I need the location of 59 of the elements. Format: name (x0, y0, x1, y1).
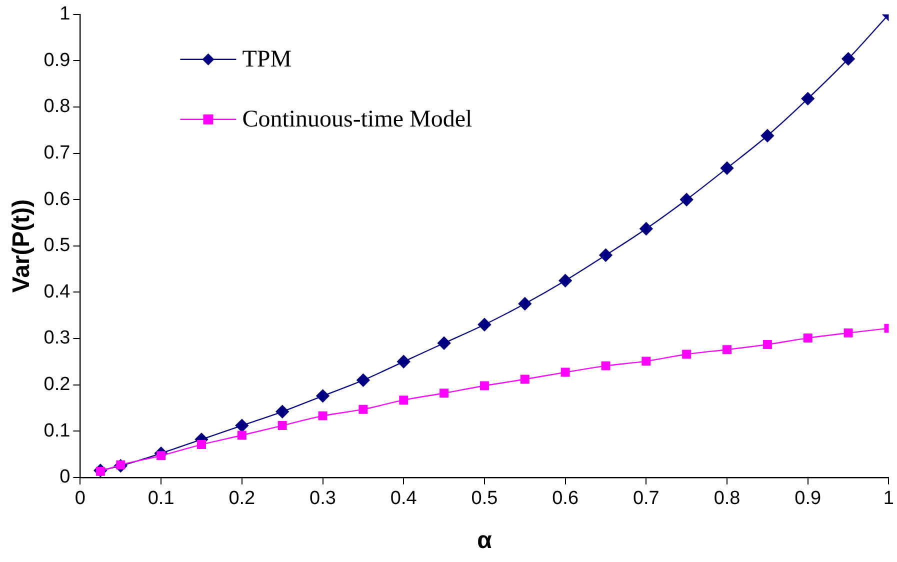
x-tick-label: 0.9 (794, 488, 822, 510)
x-axis-title: α (477, 527, 492, 554)
point (520, 374, 530, 384)
legend-label: Continuous-time Model (242, 106, 473, 133)
point (558, 274, 572, 288)
y-tick-label: 1 (60, 4, 70, 25)
point (560, 368, 570, 377)
x-tick-label: 0.8 (714, 488, 740, 510)
point (599, 248, 612, 262)
x-tick-label: 0.3 (310, 488, 336, 510)
y-axis-title: Var(P(t)) (8, 199, 36, 293)
y-tick-label: 0.3 (44, 328, 70, 349)
x-tick-label: 0.6 (552, 488, 579, 510)
point (276, 405, 289, 418)
point (358, 404, 368, 414)
y-tick-label: 0.2 (44, 374, 70, 396)
x-tick-label: 0.4 (390, 488, 418, 510)
point (601, 361, 610, 370)
point (842, 52, 855, 66)
y-tick-label: 0.9 (44, 50, 70, 71)
point (356, 374, 370, 387)
point (844, 328, 853, 338)
point (397, 355, 410, 368)
x-tick-label: 0.2 (228, 488, 256, 510)
point (760, 129, 774, 142)
y-tick-label: 0.5 (44, 235, 70, 256)
point (480, 381, 489, 390)
point (640, 222, 653, 236)
point (478, 318, 492, 332)
y-tick-label: 0.1 (44, 420, 70, 442)
point (680, 193, 694, 206)
point (437, 336, 451, 350)
x-tick-label: 0.7 (632, 488, 660, 510)
x-tick-label: 0.1 (148, 488, 174, 510)
point (399, 396, 408, 405)
x-tick-label: 1 (883, 488, 894, 510)
y-tick-label: 0 (60, 466, 70, 488)
point (235, 418, 249, 432)
y-tick-label: 0.4 (44, 281, 71, 302)
point (197, 440, 206, 450)
point (278, 421, 287, 430)
point (237, 430, 246, 440)
point (440, 388, 449, 398)
x-tick-label: 0.5 (471, 488, 498, 510)
point (518, 297, 532, 310)
legend-label: TPM (242, 46, 292, 73)
point (642, 356, 651, 366)
point (722, 345, 732, 354)
x-tick-label: 0 (74, 488, 86, 510)
y-tick-label: 0.6 (44, 188, 70, 210)
y-tick-label: 0.7 (44, 142, 70, 164)
point (803, 334, 812, 343)
point (318, 411, 328, 420)
point (720, 162, 734, 175)
point (316, 389, 330, 403)
point (682, 350, 692, 359)
point (762, 340, 772, 350)
y-tick-label: 0.8 (44, 96, 70, 118)
point (801, 92, 814, 106)
